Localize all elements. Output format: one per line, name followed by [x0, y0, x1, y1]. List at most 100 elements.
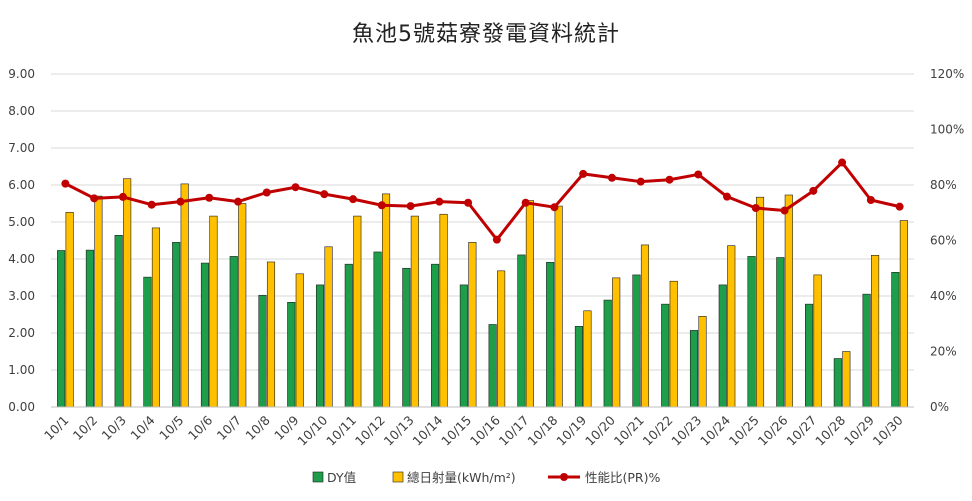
bar-irradiance [94, 195, 103, 408]
bar-irradiance [612, 277, 621, 408]
x-tick-label: 10/8 [242, 412, 272, 442]
chart-title: 魚池5號菇寮發電資料統計 [352, 22, 620, 47]
bar-dy [57, 250, 66, 408]
pr-marker [61, 179, 70, 188]
bar-dy [661, 303, 670, 408]
bar-dy [488, 324, 497, 408]
x-tick-label: 10/25 [726, 413, 762, 449]
bar-dy [718, 284, 727, 408]
bar-dy [172, 242, 181, 408]
y-left-tick-label: 1.00 [8, 363, 35, 377]
pr-marker [291, 183, 300, 192]
x-tick-label: 10/2 [70, 413, 100, 443]
pr-marker [435, 197, 444, 206]
pr-marker [838, 158, 847, 167]
pr-marker [636, 177, 645, 186]
bar-irradiance [65, 212, 74, 408]
pr-marker [866, 195, 875, 204]
bar-dy [891, 272, 900, 408]
pr-marker [607, 173, 616, 182]
legend-label-pr: 性能比(PR)% [585, 470, 660, 485]
pr-marker [147, 200, 156, 209]
bar-dy [459, 284, 468, 408]
x-tick-label: 10/18 [524, 412, 560, 448]
bar-irradiance [813, 274, 822, 408]
bar-dy [747, 256, 756, 408]
bar-irradiance [295, 273, 304, 408]
bar-dy [431, 263, 440, 408]
pr-marker [723, 192, 732, 201]
x-tick-label: 10/14 [409, 412, 445, 448]
legend-label-irradiance: 總日射量(kWh/m²) [407, 470, 516, 485]
bar-dy [632, 274, 641, 408]
legend-swatch-dy [312, 471, 324, 483]
y-right-tick-label: 0% [930, 400, 949, 414]
legend-swatch-pr-marker [560, 473, 568, 481]
bar-dy [603, 299, 612, 408]
x-tick-label: 10/23 [668, 413, 704, 449]
pr-marker [406, 202, 415, 211]
legend-label-dy: DY值 [327, 470, 356, 485]
x-tick-label: 10/20 [582, 412, 618, 448]
x-tick-label: 10/29 [841, 412, 877, 448]
y-right-tick-label: 120% [930, 67, 964, 81]
x-tick-label: 10/22 [640, 413, 676, 449]
bar-irradiance [382, 193, 391, 408]
bar-irradiance [238, 203, 247, 408]
pr-marker [751, 204, 760, 213]
legend: DY值 總日射量(kWh/m²) 性能比(PR)% [312, 470, 660, 485]
y-left-tick-label: 7.00 [8, 141, 35, 155]
y-left-tick-label: 4.00 [8, 252, 35, 266]
y-right-tick-label: 80% [930, 178, 957, 192]
bar-irradiance [899, 220, 908, 408]
pr-marker [176, 197, 185, 206]
x-tick-label: 10/15 [438, 413, 474, 449]
bar-irradiance [151, 227, 160, 408]
pr-marker [694, 170, 703, 179]
y-left-tick-label: 9.00 [8, 67, 35, 81]
bar-irradiance [439, 213, 448, 408]
y-left-tick-label: 6.00 [8, 178, 35, 192]
x-tick-label: 10/4 [127, 412, 157, 442]
bar-dy [143, 276, 152, 408]
bar-dy [833, 358, 842, 408]
bar-irradiance [353, 215, 362, 408]
x-tick-label: 10/17 [496, 413, 532, 449]
pr-marker [349, 195, 358, 204]
legend-swatch-irradiance [392, 471, 404, 483]
bar-dy [287, 301, 296, 408]
y-left-tick-label: 8.00 [8, 104, 35, 118]
pr-marker [90, 194, 99, 203]
bar-dy [229, 256, 238, 408]
bar-dy [546, 262, 555, 408]
bar-dy [258, 294, 267, 408]
pr-line [61, 158, 904, 244]
bar-irradiance [554, 205, 563, 408]
bar-irradiance [727, 245, 736, 408]
bar-dy [805, 303, 814, 408]
x-tick-label: 10/5 [156, 413, 186, 443]
pr-marker [550, 203, 559, 212]
bar-irradiance [755, 196, 765, 408]
x-tick-label: 10/28 [812, 412, 848, 448]
x-tick-label: 10/10 [294, 412, 330, 448]
y-left-tick-label: 5.00 [8, 215, 35, 229]
x-tick-label: 10/30 [870, 412, 906, 448]
pr-marker [895, 202, 904, 211]
x-tick-label: 10/16 [467, 412, 503, 448]
pr-marker [233, 197, 242, 206]
bars [57, 178, 908, 408]
bar-dy [689, 330, 699, 408]
x-tick-label: 10/19 [553, 412, 589, 448]
bar-irradiance [180, 183, 189, 408]
x-tick-label: 10/24 [697, 412, 733, 448]
bar-irradiance [583, 310, 592, 408]
bar-dy [373, 251, 382, 408]
pr-marker [780, 206, 789, 215]
pr-marker [492, 235, 501, 244]
pr-marker [521, 198, 530, 207]
pr-marker [205, 193, 214, 202]
bar-irradiance [468, 242, 477, 408]
y-right-tick-label: 60% [930, 234, 957, 248]
